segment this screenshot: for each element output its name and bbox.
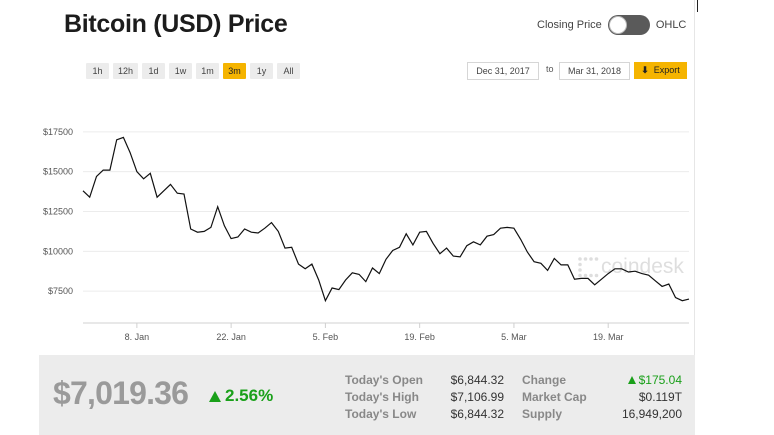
logo-dot (578, 268, 582, 272)
x-tick-label: 22. Jan (216, 332, 246, 342)
range-button-1y[interactable]: 1y (250, 63, 274, 79)
y-tick-label: $10000 (43, 246, 73, 256)
stat-label-open: Today's Open (345, 373, 423, 387)
page-title: Bitcoin (USD) Price (64, 10, 288, 38)
stat-value-change: $175.04 (594, 373, 682, 387)
range-button-1d[interactable]: 1d (142, 63, 166, 79)
range-button-1m[interactable]: 1m (196, 63, 220, 79)
x-axis: 8. Jan 22. Jan 5. Feb 19. Feb 5. Mar 19. Mar (83, 322, 689, 342)
export-button[interactable]: ⬇ Export (634, 62, 687, 79)
x-tick-label: 5. Feb (313, 332, 339, 342)
stat-label-change: Change (522, 373, 567, 387)
divider (697, 0, 698, 12)
x-tick-label: 5. Mar (501, 332, 527, 342)
price-chart: coindesk $17500 $15000 $12500 $10000 $7500 8… (43, 127, 690, 342)
range-button-3m[interactable]: 3m (223, 63, 247, 79)
y-tick-label: $17500 (43, 127, 73, 137)
date-to-input[interactable]: Mar 31, 2018 (559, 62, 630, 80)
change-percent-value: 2.56% (225, 386, 274, 405)
coindesk-watermark: coindesk (578, 255, 684, 278)
range-button-1h[interactable]: 1h (86, 63, 109, 79)
y-axis: $17500 $15000 $12500 $10000 $7500 (43, 127, 73, 296)
logo-dot (589, 257, 593, 261)
range-button-1w[interactable]: 1w (169, 63, 193, 79)
watermark-text: coindesk (601, 255, 684, 278)
stats-panel: $7,019.36 2.56% Today's Open $6,844.32 T… (39, 355, 695, 435)
stat-label-market-cap: Market Cap (522, 390, 587, 404)
stat-label-high: Today's High (345, 390, 419, 404)
logo-dot (578, 262, 582, 267)
x-tick-label: 19. Feb (404, 332, 435, 342)
logo-dot (594, 257, 599, 261)
toggle-switch[interactable] (607, 15, 650, 35)
coindesk-logo-icon (578, 257, 599, 278)
stat-label-low: Today's Low (345, 407, 417, 421)
current-price: $7,019.36 (53, 375, 189, 411)
toggle-label-ohlc[interactable]: OHLC (655, 19, 687, 31)
export-label: Export (653, 65, 680, 75)
range-button-12h[interactable]: 12h (113, 63, 139, 79)
logo-dot (583, 273, 588, 278)
range-selector: 1h 12h 1d 1w 1m 3m 1y All (86, 63, 301, 79)
chart-grid (83, 131, 689, 292)
y-tick-label: $7500 (48, 286, 73, 296)
price-series-line (82, 136, 690, 303)
stat-label-supply: Supply (522, 407, 563, 421)
stat-value-supply: 16,949,200 (621, 407, 682, 421)
widget-border (694, 0, 695, 355)
up-arrow-icon (627, 376, 636, 384)
logo-dot (583, 257, 588, 261)
x-tick-label: 8. Jan (125, 332, 150, 342)
logo-dot (578, 273, 582, 278)
stat-value-high: $7,106.99 (450, 390, 504, 404)
chart-mode-toggle: Closing Price OHLC (537, 14, 686, 36)
price-change-percent: 2.56% (209, 386, 273, 406)
range-button-all[interactable]: All (277, 63, 301, 79)
x-tick-label: 19. Mar (593, 332, 624, 342)
logo-dot (578, 257, 582, 261)
logo-dot (589, 273, 593, 278)
up-arrow-icon (209, 390, 221, 402)
logo-dot (594, 273, 599, 278)
y-tick-label: $15000 (43, 167, 73, 177)
stat-value-open: $6,844.32 (450, 373, 504, 387)
date-from-input[interactable]: Dec 31, 2017 (467, 62, 539, 80)
download-icon: ⬇ (641, 65, 649, 75)
toggle-knob (608, 16, 627, 34)
change-amount: $175.04 (638, 373, 682, 387)
stat-value-market-cap: $0.119T (638, 390, 682, 404)
y-tick-label: $12500 (43, 207, 73, 217)
stat-value-low: $6,844.32 (450, 407, 504, 421)
toggle-label-closing-price[interactable]: Closing Price (537, 19, 602, 31)
date-range-separator: to (546, 64, 554, 74)
